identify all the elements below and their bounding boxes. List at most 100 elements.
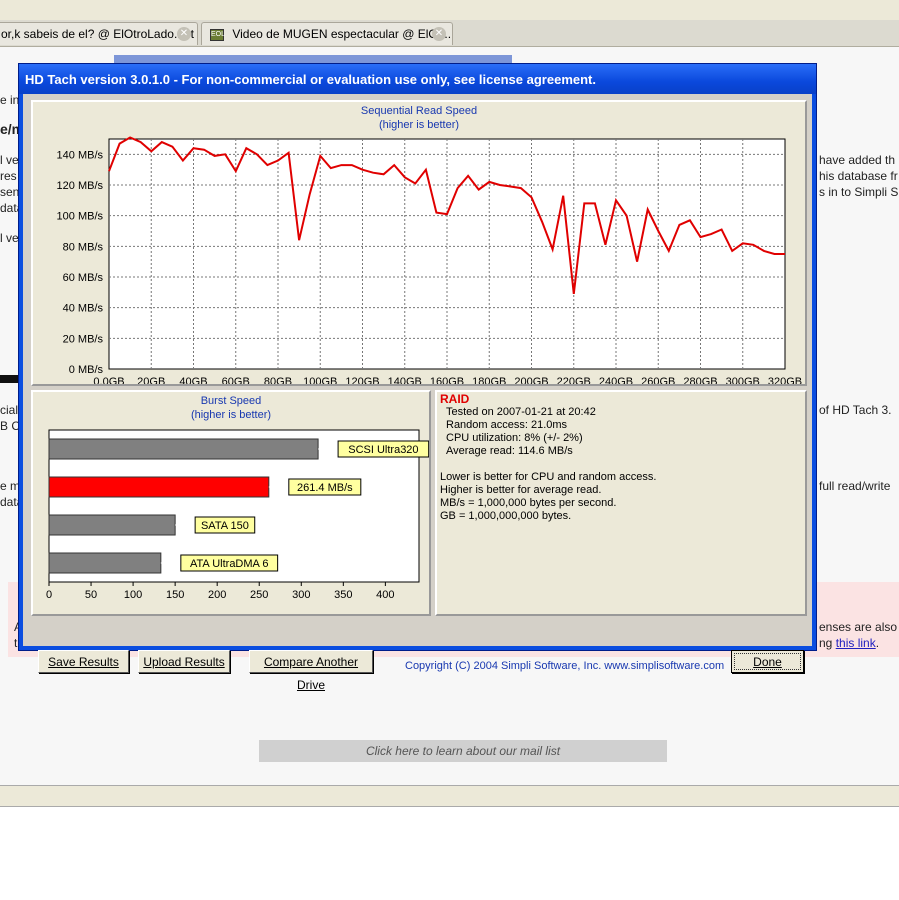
page-text-fragment: data xyxy=(0,495,24,509)
save-results-button[interactable]: Save Results xyxy=(38,650,129,673)
page-text-fragment: . xyxy=(875,636,880,650)
page-text-fragment: B C xyxy=(0,419,21,433)
x-tick-label: 0 xyxy=(46,589,52,601)
done-button[interactable]: Done xyxy=(731,650,804,673)
chart-title: Burst Speed xyxy=(200,395,262,407)
page-text-fragment: cial xyxy=(0,403,19,417)
browser-status-bar xyxy=(0,785,899,807)
browser-tab-bar: or,k sabeis de el? @ ElOtroLado.net ✕ EO… xyxy=(0,20,899,47)
burst-speed-panel: Burst Speed (higher is better) 0 50 100 150… xyxy=(31,390,431,616)
chart-subtitle: (higher is better) xyxy=(190,409,272,421)
window-client-area: Sequential Read Speed (higher is better)… xyxy=(23,94,812,692)
bar-label-box xyxy=(180,554,279,572)
chart-title: Sequential Read Speed xyxy=(360,105,478,117)
x-tick-label: 100 xyxy=(124,589,142,601)
y-tick-label: 0 MB/s xyxy=(69,364,104,376)
burst-bar xyxy=(48,514,176,536)
page-text-fragment: enses are also xyxy=(819,620,898,634)
x-tick-label: 300 xyxy=(292,589,310,601)
burst-bar xyxy=(48,438,319,460)
site-favicon-icon: EOL xyxy=(210,28,225,41)
x-tick-label: 200GB xyxy=(514,376,548,384)
page-text-fragment: l ve xyxy=(0,231,19,245)
page-text-fragment: data xyxy=(0,201,24,215)
plot-area xyxy=(108,138,786,370)
sequential-read-chart: 0,0GB 20GB 40GB 60GB 80GB 100GB 120GB 140GB 160G… xyxy=(57,136,802,384)
x-tick-label: 350 xyxy=(334,589,352,601)
y-tick-label: 100 MB/s xyxy=(57,211,104,223)
page-text-fragment: full read/write xyxy=(819,479,891,493)
read-speed-line xyxy=(108,136,785,295)
bar-label: SCSI Ultra320 xyxy=(348,444,418,456)
page-text-fragment: t xyxy=(14,636,18,650)
close-tab-icon[interactable]: ✕ xyxy=(432,27,446,41)
x-tick-label: 260GB xyxy=(641,376,675,384)
x-tick-label: 100GB xyxy=(303,376,337,384)
close-tab-icon[interactable]: ✕ xyxy=(177,27,191,41)
x-tick-label: 160GB xyxy=(430,376,464,384)
window-title[interactable]: HD Tach version 3.0.1.0 - For non-commer… xyxy=(19,64,816,94)
page-text-fragment: res xyxy=(0,169,17,183)
bar-label: SATA 150 xyxy=(201,520,249,532)
browser-tab-2[interactable]: EOL Video de MUGEN espectacular @ ElOtr.… xyxy=(201,22,453,45)
sequential-read-panel: Sequential Read Speed (higher is better)… xyxy=(31,100,807,386)
page-text-fragment: ng xyxy=(819,636,833,650)
x-tick-label: 320GB xyxy=(768,376,802,384)
x-tick-label: 220GB xyxy=(557,376,591,384)
x-tick-label: 80GB xyxy=(264,376,292,384)
browser-tab-1[interactable]: or,k sabeis de el? @ ElOtroLado.net ✕ xyxy=(0,22,198,45)
x-tick-label: 250 xyxy=(250,589,268,601)
x-tick-label: 300GB xyxy=(726,376,760,384)
copyright-text: Copyright (C) 2004 Simpli Software, Inc.… xyxy=(405,660,725,672)
y-tick-label: 120 MB/s xyxy=(57,180,104,192)
button-label: Upload Results xyxy=(143,655,225,669)
button-label: Save Results xyxy=(48,655,119,669)
burst-bar xyxy=(48,552,162,574)
button-label: Done xyxy=(753,655,782,669)
y-tick-label: 20 MB/s xyxy=(63,333,104,345)
tab-title: Video de MUGEN espectacular @ ElOtr... xyxy=(232,27,453,41)
page-text-fragment: ng this link. xyxy=(819,636,879,650)
results-info-panel: RAID Tested on 2007-01-21 at 20:42 Rando… xyxy=(435,390,807,616)
note-text: MB/s = 1,000,000 bytes per second. xyxy=(440,497,617,509)
x-tick-label: 120GB xyxy=(345,376,379,384)
x-tick-label: 40GB xyxy=(179,376,207,384)
tab-title: or,k sabeis de el? @ ElOtroLado.net xyxy=(1,27,194,41)
upload-results-button[interactable]: Upload Results xyxy=(138,650,230,673)
page-text-fragment: sen xyxy=(0,185,20,199)
y-tick-label: 60 MB/s xyxy=(63,272,104,284)
background-window-titlebar xyxy=(114,55,512,65)
bar-label-box xyxy=(337,440,429,458)
page-text-fragment: of HD Tach 3. xyxy=(819,403,892,417)
drive-label: RAID xyxy=(440,392,470,406)
bar-label-box xyxy=(288,478,362,496)
cpu-utilization-text: CPU utilization: 8% (+/- 2%) xyxy=(446,432,583,444)
hd-tach-window: HD Tach version 3.0.1.0 - For non-commer… xyxy=(18,63,817,692)
bar-label: 261.4 MB/s xyxy=(297,482,353,494)
chart-subtitle: (higher is better) xyxy=(378,119,460,131)
x-tick-label: 280GB xyxy=(683,376,717,384)
y-tick-label: 40 MB/s xyxy=(63,303,104,315)
random-access-text: Random access: 21.0ms xyxy=(446,419,568,431)
y-tick-label: 80 MB/s xyxy=(63,241,104,253)
note-text: Lower is better for CPU and random acces… xyxy=(440,471,657,483)
x-tick-label: 20GB xyxy=(137,376,165,384)
x-tick-label: 0,0GB xyxy=(93,376,124,384)
x-tick-label: 150 xyxy=(166,589,184,601)
x-tick-label: 400 xyxy=(376,589,394,601)
page-text-fragment: his database fr xyxy=(819,169,898,183)
browser-toolbar-strip xyxy=(0,0,899,20)
page-text-fragment: have added th xyxy=(819,153,896,167)
note-text: Higher is better for average read. xyxy=(440,484,602,496)
x-tick-label: 60GB xyxy=(222,376,250,384)
x-tick-label: 200 xyxy=(208,589,226,601)
mail-list-button[interactable]: Click here to learn about our mail list xyxy=(259,740,667,762)
license-link[interactable]: this link xyxy=(835,636,876,650)
compare-another-drive-button[interactable]: Compare Another Drive xyxy=(249,650,373,692)
y-tick-label: 140 MB/s xyxy=(57,149,104,161)
page-text-fragment: e in xyxy=(0,93,20,107)
bar-label-box xyxy=(194,516,256,534)
x-tick-label: 180GB xyxy=(472,376,506,384)
x-tick-label: 140GB xyxy=(388,376,422,384)
bar-label: ATA UltraDMA 6 xyxy=(190,558,268,570)
